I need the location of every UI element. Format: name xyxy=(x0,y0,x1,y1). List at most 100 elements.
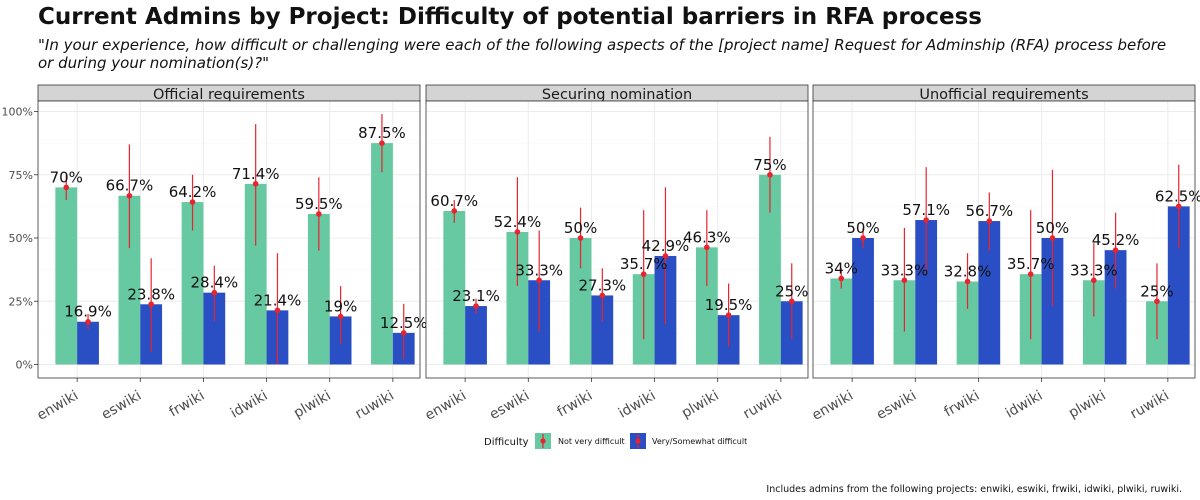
legend-title: Difficulty xyxy=(484,437,529,448)
error-point xyxy=(1091,277,1097,284)
error-point xyxy=(473,303,479,309)
data-label: 57.1% xyxy=(902,201,950,219)
bar xyxy=(591,295,614,365)
data-label: 19% xyxy=(324,297,357,315)
error-point xyxy=(599,292,606,299)
error-point xyxy=(189,199,196,205)
data-label: 16.9% xyxy=(64,303,112,321)
data-label: 23.1% xyxy=(452,287,500,305)
data-label: 12.5% xyxy=(380,314,428,332)
panel-background xyxy=(813,101,1195,378)
data-label: 71.4% xyxy=(232,165,280,183)
y-tick-label: 0% xyxy=(16,359,33,372)
error-point xyxy=(964,278,971,285)
error-point xyxy=(767,171,773,178)
facet-title: Securing nomination xyxy=(542,87,692,103)
data-label: 34% xyxy=(825,259,858,277)
data-label: 33.3% xyxy=(515,261,563,279)
data-label: 60.7% xyxy=(430,192,478,210)
error-point xyxy=(63,184,70,191)
x-tick-label: idwiki xyxy=(228,388,271,422)
data-label: 56.7% xyxy=(965,202,1013,220)
x-tick-label: plwiki xyxy=(291,388,334,422)
y-tick-label: 75% xyxy=(9,169,33,182)
panel-background xyxy=(426,101,808,378)
error-point xyxy=(400,330,407,336)
error-point xyxy=(640,271,647,277)
panel-background xyxy=(38,101,420,378)
data-label: 27.3% xyxy=(578,276,626,294)
error-point xyxy=(379,140,385,146)
error-point xyxy=(252,181,259,187)
bar xyxy=(1104,250,1127,365)
bar xyxy=(307,213,330,365)
data-label: 25% xyxy=(775,282,808,300)
chart-caption: Includes admins from the following proje… xyxy=(766,484,1182,495)
data-label: 21.4% xyxy=(254,291,302,309)
error-point xyxy=(126,192,133,199)
error-point xyxy=(274,307,281,314)
error-point xyxy=(901,277,908,284)
data-label: 50% xyxy=(846,219,879,237)
error-point xyxy=(337,313,344,320)
error-point xyxy=(838,275,845,282)
x-tick-label: frwiki xyxy=(554,388,595,421)
data-label: 42.9% xyxy=(642,237,690,255)
legend-label: Very/Somewhat difficult xyxy=(652,437,747,446)
x-tick-label: plwiki xyxy=(1066,388,1109,422)
error-point xyxy=(451,208,458,214)
y-tick-label: 100% xyxy=(2,106,33,119)
data-label: 62.5% xyxy=(1155,187,1200,205)
bar xyxy=(443,210,466,365)
error-point xyxy=(316,211,322,217)
x-tick-label: enwiki xyxy=(34,388,81,424)
bar xyxy=(371,143,393,365)
bar xyxy=(465,306,487,365)
bar xyxy=(1167,206,1190,365)
data-label: 25% xyxy=(1140,282,1173,300)
data-label: 28.4% xyxy=(190,274,238,292)
legend-point-key xyxy=(540,438,546,444)
error-point xyxy=(986,218,993,224)
x-tick-label: ruwiki xyxy=(741,388,785,423)
data-label: 50% xyxy=(564,219,597,237)
chart-title: Current Admins by Project: Difficulty of… xyxy=(38,4,982,30)
panel-border xyxy=(812,100,1196,379)
bar xyxy=(203,292,226,365)
error-point xyxy=(1112,247,1119,253)
bar xyxy=(852,238,874,365)
bar xyxy=(978,221,1001,365)
y-tick-label: 50% xyxy=(9,232,33,245)
error-point xyxy=(577,235,584,241)
x-tick-label: frwiki xyxy=(166,388,207,421)
data-label: 35.7% xyxy=(620,255,668,273)
x-tick-label: idwiki xyxy=(616,388,659,422)
error-point xyxy=(704,244,710,251)
error-point xyxy=(148,301,154,308)
y-tick-label: 25% xyxy=(9,295,33,308)
data-label: 45.2% xyxy=(1092,231,1140,249)
data-label: 87.5% xyxy=(358,124,406,142)
x-tick-label: plwiki xyxy=(679,388,722,422)
error-point xyxy=(1049,235,1056,241)
data-label: 75% xyxy=(753,156,786,174)
x-tick-label: enwiki xyxy=(422,388,469,424)
x-tick-label: ruwiki xyxy=(1128,388,1172,423)
error-point xyxy=(725,312,732,318)
bar xyxy=(915,220,938,365)
error-point xyxy=(662,253,669,259)
x-tick-label: eswiki xyxy=(99,388,144,423)
data-label: 52.4% xyxy=(494,213,542,231)
data-label: 66.7% xyxy=(106,177,154,195)
bar xyxy=(569,238,592,365)
error-point xyxy=(1154,298,1160,305)
error-point xyxy=(536,277,542,284)
bar xyxy=(506,231,529,365)
data-label: 59.5% xyxy=(295,195,343,213)
panel-border xyxy=(425,100,809,379)
x-tick-label: eswiki xyxy=(874,388,919,423)
bar xyxy=(956,281,979,365)
legend-label: Not very difficult xyxy=(558,437,625,446)
error-point xyxy=(788,298,795,305)
